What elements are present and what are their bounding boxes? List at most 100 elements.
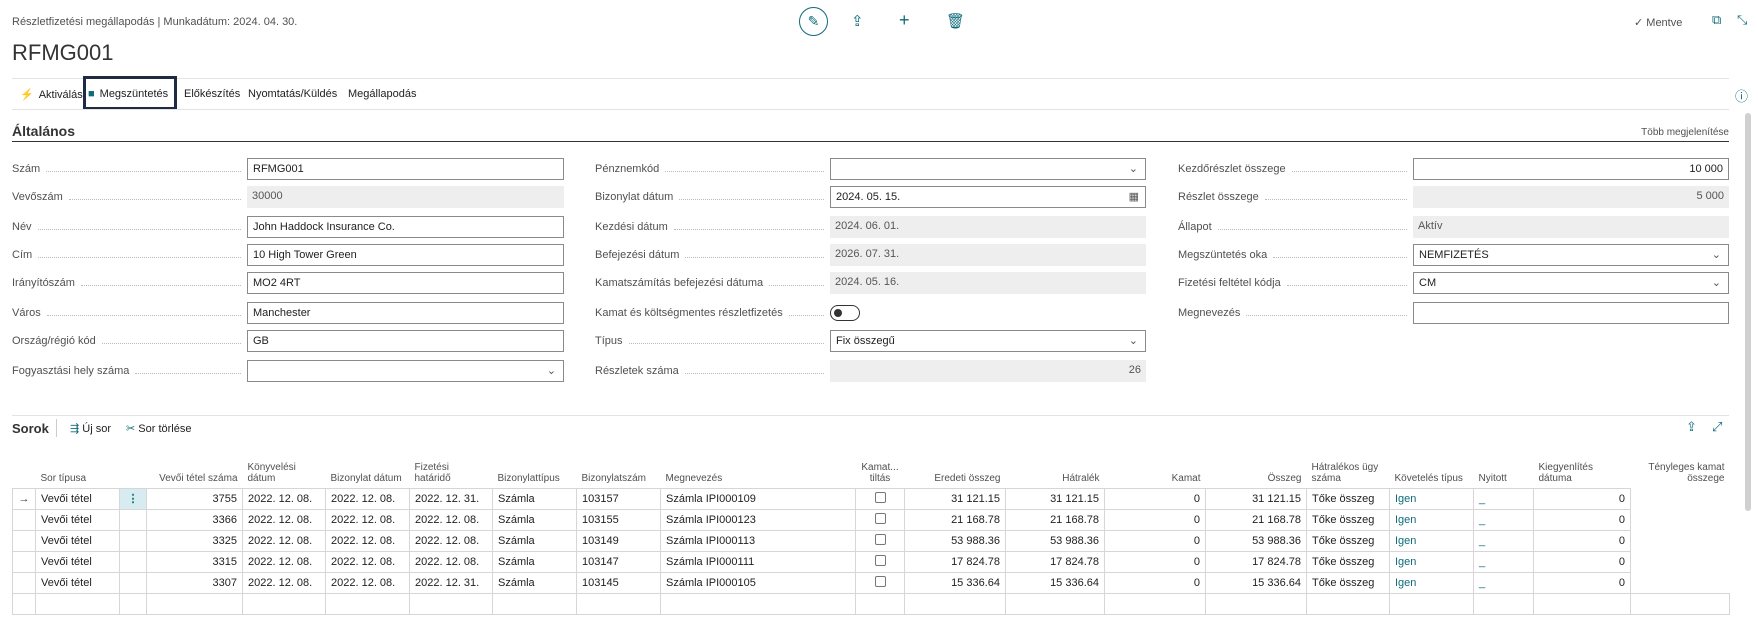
action-button[interactable]: ■ Megszüntetés xyxy=(88,88,168,100)
field-label-row: Fizetési feltétel kódja xyxy=(1178,272,1413,294)
cell: 17 824.78 xyxy=(904,550,1006,573)
leader-dots xyxy=(1286,284,1407,286)
field-input[interactable]: MO2 4RT xyxy=(247,272,564,294)
field-input[interactable]: 2024. 05. 15. ▦ xyxy=(830,186,1146,208)
cell: 3755 xyxy=(146,487,243,510)
open-new-window[interactable]: ⧉ xyxy=(1712,12,1722,27)
field-input[interactable]: RFMG001 xyxy=(247,158,564,180)
action-button[interactable]: Megállapodás xyxy=(348,88,417,100)
field-input[interactable]: CM ⌄ xyxy=(1413,272,1729,294)
field-label-row: Befejezési dátum xyxy=(595,244,830,266)
cell: Vevői tétel xyxy=(35,529,120,552)
table-row[interactable]: Vevői tétel 3307 2022. 12. 08. 2022. 12. 08… xyxy=(12,571,1730,594)
share-button[interactable]: ⇪ xyxy=(851,13,864,30)
cell[interactable]: Igen xyxy=(1389,487,1474,510)
cell xyxy=(1104,592,1206,615)
field-label: Kamatszámítás befejezési dátuma xyxy=(595,277,764,289)
action-button[interactable]: Nyomtatás/Küldés xyxy=(248,88,337,100)
field-input[interactable]: GB xyxy=(247,330,564,352)
toggle[interactable] xyxy=(830,305,860,321)
field-input[interactable]: ⌄ xyxy=(830,158,1146,180)
checkbox-cell xyxy=(855,571,905,594)
cell: 0 xyxy=(1104,487,1206,510)
field-value: 2026. 07. 31. xyxy=(835,248,900,260)
action-button[interactable]: Előkészítés xyxy=(184,88,240,100)
cell xyxy=(12,592,36,615)
leader-dots xyxy=(788,314,824,316)
column-header: Kamat xyxy=(1171,472,1201,484)
row-menu[interactable] xyxy=(119,550,147,573)
cell: Számla IPI000111 xyxy=(660,550,856,573)
new-button[interactable]: + xyxy=(899,10,910,30)
field-input[interactable]: Manchester xyxy=(247,302,564,324)
share-lines[interactable]: ⇪ xyxy=(1686,419,1697,434)
field-input[interactable]: Fix összegű ⌄ xyxy=(830,330,1146,352)
row-menu[interactable] xyxy=(119,529,147,552)
leader-dots xyxy=(628,342,824,344)
field-input[interactable]: 10 High Tower Green xyxy=(247,244,564,266)
table-row[interactable]: Vevői tétel 3315 2022. 12. 08. 2022. 12. 08… xyxy=(12,550,1730,573)
page-title: RFMG001 xyxy=(12,40,114,65)
action-icon: ■ xyxy=(88,88,95,100)
new-line-button[interactable]: ⇶ Új sor xyxy=(70,423,112,435)
field-input[interactable] xyxy=(1413,302,1729,324)
table-row[interactable]: → Vevői tétel ⋮ 3755 2022. 12. 08. 2022. 12. … xyxy=(12,487,1730,510)
dropdown-chevron: ⌄ xyxy=(1128,163,1138,175)
cell[interactable]: Igen xyxy=(1389,550,1474,573)
cell[interactable]: Igen xyxy=(1389,508,1474,531)
expand-lines[interactable]: ⤢ xyxy=(1712,419,1723,434)
row-menu[interactable] xyxy=(119,571,147,594)
cell: 0 xyxy=(1104,529,1206,552)
checkbox[interactable] xyxy=(874,491,886,503)
row-menu[interactable] xyxy=(119,508,147,531)
cell: 2022. 12. 08. xyxy=(242,487,326,510)
cell: 3307 xyxy=(146,571,243,594)
column-header: Hátralék xyxy=(1062,472,1100,484)
cell: 103145 xyxy=(576,571,661,594)
field-value: 2024. 06. 01. xyxy=(835,220,900,232)
field-label-row: Pénznemkód xyxy=(595,158,830,180)
column-header: Eredeti összeg xyxy=(934,472,1001,484)
collapse[interactable]: ⤡ xyxy=(1737,12,1748,27)
cell xyxy=(660,592,856,615)
cell: 2022. 12. 31. xyxy=(409,487,493,510)
field-input[interactable]: NEMFIZETÉS ⌄ xyxy=(1413,244,1729,266)
field-label: Ország/régió kód xyxy=(12,335,96,347)
checkbox[interactable] xyxy=(874,575,886,587)
dropdown-chevron: ⌄ xyxy=(1711,249,1721,261)
field-label: Állapot xyxy=(1178,221,1212,233)
table-row[interactable]: Vevői tétel 3366 2022. 12. 08. 2022. 12. 08… xyxy=(12,508,1730,531)
leader-dots xyxy=(685,256,824,258)
cell[interactable]: Igen xyxy=(1389,529,1474,552)
field-value: 2024. 05. 15. xyxy=(836,191,901,203)
delete-button[interactable]: 🗑 xyxy=(946,13,966,30)
cell[interactable]: Igen xyxy=(1389,571,1474,594)
leader-dots xyxy=(769,284,824,286)
checkbox[interactable] xyxy=(874,554,886,566)
cell: 53 988.36 xyxy=(1205,529,1307,552)
field-input[interactable]: John Haddock Insurance Co. xyxy=(247,216,564,238)
checkbox[interactable] xyxy=(874,533,886,545)
field-input[interactable]: ⌄ xyxy=(247,360,564,382)
scrollbar[interactable] xyxy=(1745,113,1751,511)
leader-dots xyxy=(46,170,241,172)
checkbox[interactable] xyxy=(874,512,886,524)
row-menu[interactable]: ⋮ xyxy=(119,487,147,510)
breadcrumb: Részletfizetési megállapodás | Munkadátu… xyxy=(12,16,298,28)
cell: 0 xyxy=(1533,529,1631,552)
header-cell xyxy=(13,455,36,488)
info-button[interactable]: ⓘ xyxy=(1735,89,1749,104)
show-more[interactable]: Több megjelenítése xyxy=(1641,127,1729,138)
field-label: Részletek száma xyxy=(595,365,679,377)
cell: _ xyxy=(1473,529,1534,552)
table-row[interactable]: Vevői tétel 3325 2022. 12. 08. 2022. 12. 08… xyxy=(12,529,1730,552)
edit-button[interactable]: ✎ xyxy=(799,7,828,36)
dropdown-chevron: ⌄ xyxy=(546,365,556,377)
action-button[interactable]: ⚡ Aktiválás xyxy=(20,88,83,101)
cell: 15 336.64 xyxy=(1005,571,1105,594)
column-header: Bizonylattípus xyxy=(497,472,560,484)
field-label-row: Vevőszám xyxy=(12,186,247,208)
field-input[interactable]: 10 000 xyxy=(1413,158,1729,180)
leader-dots xyxy=(38,256,241,258)
delete-line-button[interactable]: ✂ Sor törlése xyxy=(126,423,192,435)
